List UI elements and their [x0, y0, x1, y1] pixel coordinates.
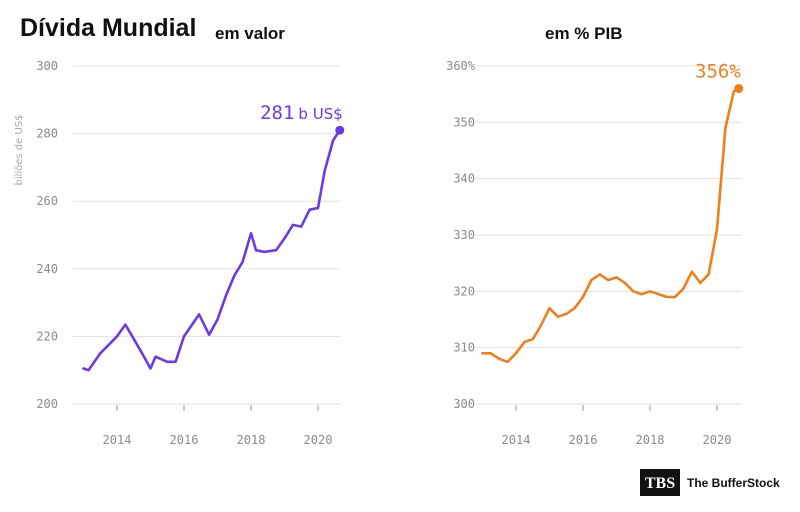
right-chart-gdp-percent: 300 310 320 330 340 350 360% 2014 2016 2018 2020 35…: [446, 59, 744, 447]
left-end-value-label: 281 b US$: [260, 102, 343, 124]
right-y-tick-label: 320: [453, 284, 475, 298]
right-y-tick-label: 350: [453, 115, 475, 129]
left-end-unit: b US$: [298, 105, 342, 123]
left-y-tick-label: 280: [36, 127, 58, 141]
right-x-tick-label: 2018: [636, 433, 665, 447]
left-x-tick-label: 2018: [237, 433, 266, 447]
right-x-tick-label: 2020: [703, 433, 732, 447]
brand-name: The BufferStock: [687, 475, 780, 490]
left-chart-value: 200 220 240 260 280 300 2014 2016 2018 2020 biliõe…: [14, 59, 345, 447]
right-y-tick-label: 310: [453, 341, 475, 355]
left-y-axis-label: biliões de US$: [14, 114, 25, 185]
tbs-logo-letters: TBS: [645, 475, 675, 492]
left-end-value: 281: [260, 102, 294, 124]
left-y-tick-label: 220: [36, 329, 58, 343]
right-end-value: 356%: [695, 61, 741, 83]
right-x-tick-label: 2016: [569, 433, 598, 447]
right-series-line: [481, 87, 741, 364]
buffer-stock-logo: TBS The BufferStock: [640, 469, 780, 496]
left-y-tick-label: 240: [36, 262, 58, 276]
right-x-tick-label: 2014: [502, 433, 531, 447]
left-x-tick-label: 2020: [304, 433, 333, 447]
right-end-value-label: 356%: [695, 61, 741, 83]
main-title: Dívida Mundial: [20, 14, 197, 42]
left-end-point: [335, 125, 345, 135]
left-chart-subtitle: em valor: [215, 24, 285, 43]
right-y-tick-label: 360%: [446, 59, 476, 73]
left-series-line: [82, 128, 342, 372]
left-y-tick-label: 200: [36, 397, 58, 411]
right-end-point: [734, 84, 744, 94]
left-y-tick-label: 260: [36, 194, 58, 208]
left-y-tick-label: 300: [36, 59, 58, 73]
left-x-tick-label: 2016: [170, 433, 199, 447]
right-y-tick-label: 300: [453, 397, 475, 411]
tbs-logo-mark: TBS: [640, 469, 680, 496]
right-chart-title: em % PIB: [545, 24, 623, 43]
right-y-tick-label: 330: [453, 228, 475, 242]
left-x-tick-label: 2014: [103, 433, 132, 447]
right-y-tick-label: 340: [453, 172, 475, 186]
